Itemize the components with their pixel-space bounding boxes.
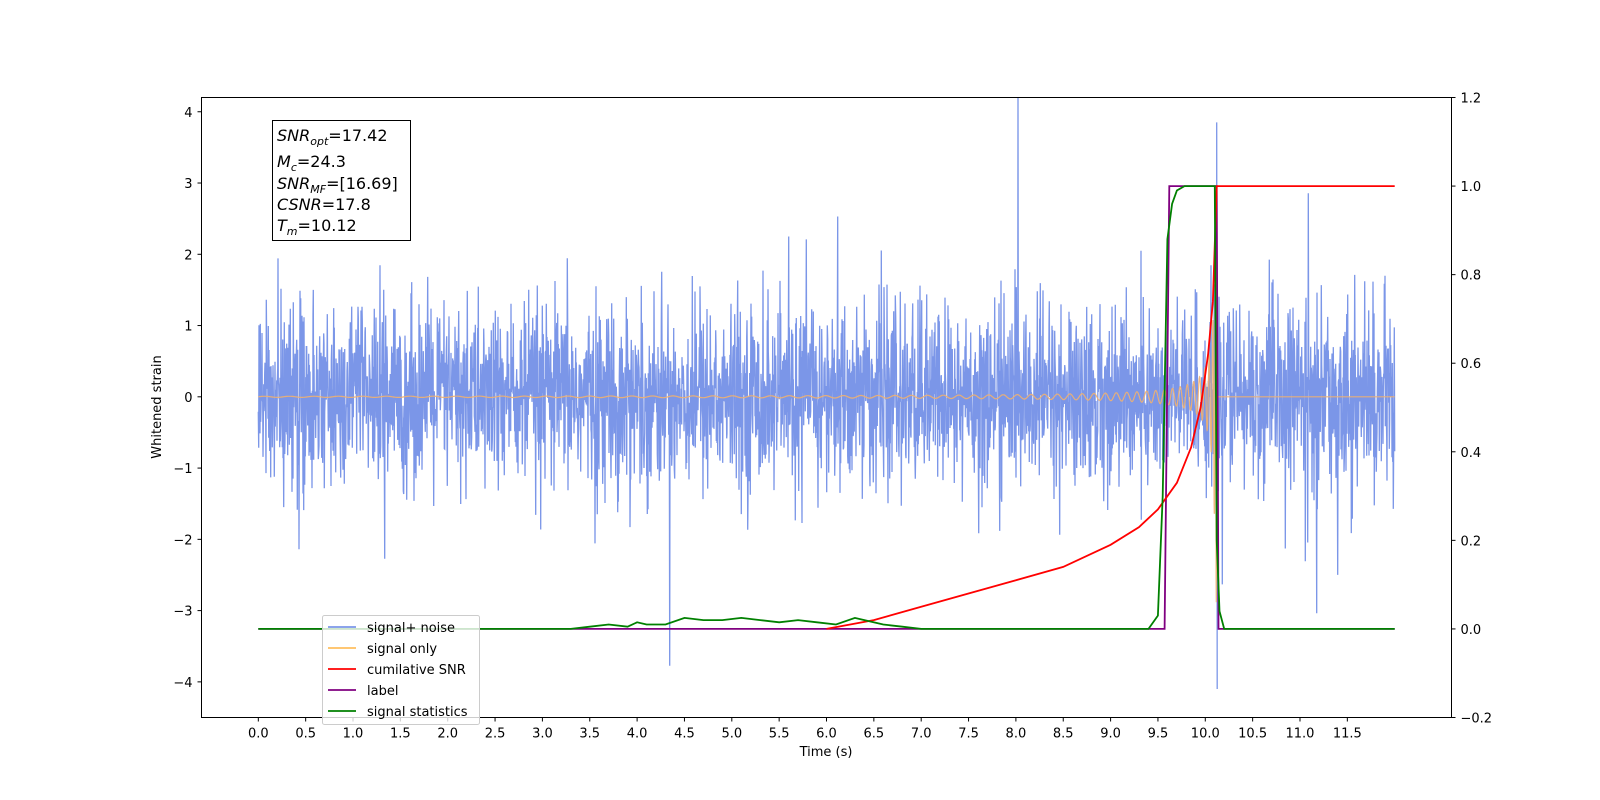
x-tick-label: 9.5 xyxy=(1148,727,1169,742)
series-signal-statistics-line xyxy=(258,185,1395,630)
y2-tick-label: 0.4 xyxy=(1461,446,1482,461)
x-tick-label: 7.5 xyxy=(958,727,979,742)
y-axis-label: Whitened strain xyxy=(150,355,165,458)
x-tick-label: 3.5 xyxy=(579,727,600,742)
x-tick-label: 4.0 xyxy=(627,727,648,742)
x-tick-label: 10.0 xyxy=(1191,727,1220,742)
x-tick-label: 8.0 xyxy=(1006,727,1027,742)
x-tick-label: 11.0 xyxy=(1286,727,1315,742)
annotation-line: SNRopt=17.42 xyxy=(277,126,388,148)
y-tick-label: −4 xyxy=(173,676,192,691)
x-axis: 0.0 0.5 1.0 1.5 2.0 2.5 3.0 3.5 4.0 4.5 5.0 5.5 6.0 6… xyxy=(248,717,1362,742)
y2-tick-label: 0.6 xyxy=(1461,357,1482,372)
x-tick-label: 0.5 xyxy=(295,727,316,742)
x-tick-label: 10.5 xyxy=(1238,727,1267,742)
x-tick-label: 3.0 xyxy=(532,727,553,742)
annotation-line: Mc=24.3 xyxy=(277,152,346,174)
legend-frame xyxy=(322,615,480,725)
annotation-line: Tm=10.12 xyxy=(277,216,357,238)
stats-annotation-box: SNRopt=17.42 Mc=24.3SNRMF=[16.69]CSNR=17.… xyxy=(272,120,411,241)
y-tick-label: −1 xyxy=(173,462,192,477)
legend: signal+ noise signal only cumilative SNR la… xyxy=(322,615,480,725)
x-tick-label: 5.0 xyxy=(721,727,742,742)
series-signal-noise-line xyxy=(257,97,1396,690)
y-tick-label: −2 xyxy=(173,533,192,548)
y2-tick-label: −0.2 xyxy=(1461,712,1493,727)
x-tick-label: 6.0 xyxy=(816,727,837,742)
x-tick-label: 8.5 xyxy=(1053,727,1074,742)
x-tick-label: 9.0 xyxy=(1100,727,1121,742)
y2-tick-label: 1.2 xyxy=(1461,92,1482,107)
y-axis-left: 4 3 2 1 0 −1 −2 −3 −4 xyxy=(173,106,202,691)
legend-label: signal+ noise xyxy=(367,621,455,636)
x-tick-label: 4.5 xyxy=(674,727,695,742)
legend-label: label xyxy=(367,684,398,699)
plot-area xyxy=(257,97,1396,690)
x-tick-label: 5.5 xyxy=(769,727,790,742)
annotation-line: CSNR=17.8 xyxy=(277,195,371,214)
x-tick-label: 1.5 xyxy=(390,727,411,742)
x-axis-label: Time (s) xyxy=(799,745,853,760)
series-cumilative-snr-line xyxy=(826,185,1395,630)
annotation-line: SNRMF=[16.69] xyxy=(277,174,398,196)
y2-tick-label: 0.2 xyxy=(1461,534,1482,549)
annotation-frame xyxy=(272,120,411,241)
x-tick-label: 7.0 xyxy=(911,727,932,742)
y-axis-right: 1.2 1.0 0.8 0.6 0.4 0.2 0.0 −0.2 xyxy=(1451,92,1493,727)
y-tick-label: 0 xyxy=(184,391,192,406)
y-tick-label: 1 xyxy=(184,320,192,335)
x-tick-label: 0.0 xyxy=(248,727,269,742)
legend-label: signal statistics xyxy=(367,705,468,720)
y-tick-label: −3 xyxy=(173,605,192,620)
x-tick-label: 2.5 xyxy=(485,727,506,742)
y-tick-label: 2 xyxy=(184,248,192,263)
y2-tick-label: 1.0 xyxy=(1461,180,1482,195)
y-tick-label: 3 xyxy=(184,177,192,192)
legend-label: cumilative SNR xyxy=(367,663,466,678)
legend-label: signal only xyxy=(367,642,437,657)
y-tick-label: 4 xyxy=(184,106,192,121)
x-tick-label: 11.5 xyxy=(1333,727,1362,742)
y2-tick-label: 0.8 xyxy=(1461,269,1482,284)
y2-tick-label: 0.0 xyxy=(1461,623,1482,638)
x-tick-label: 1.0 xyxy=(343,727,364,742)
x-tick-label: 6.5 xyxy=(864,727,885,742)
x-tick-label: 2.0 xyxy=(437,727,458,742)
